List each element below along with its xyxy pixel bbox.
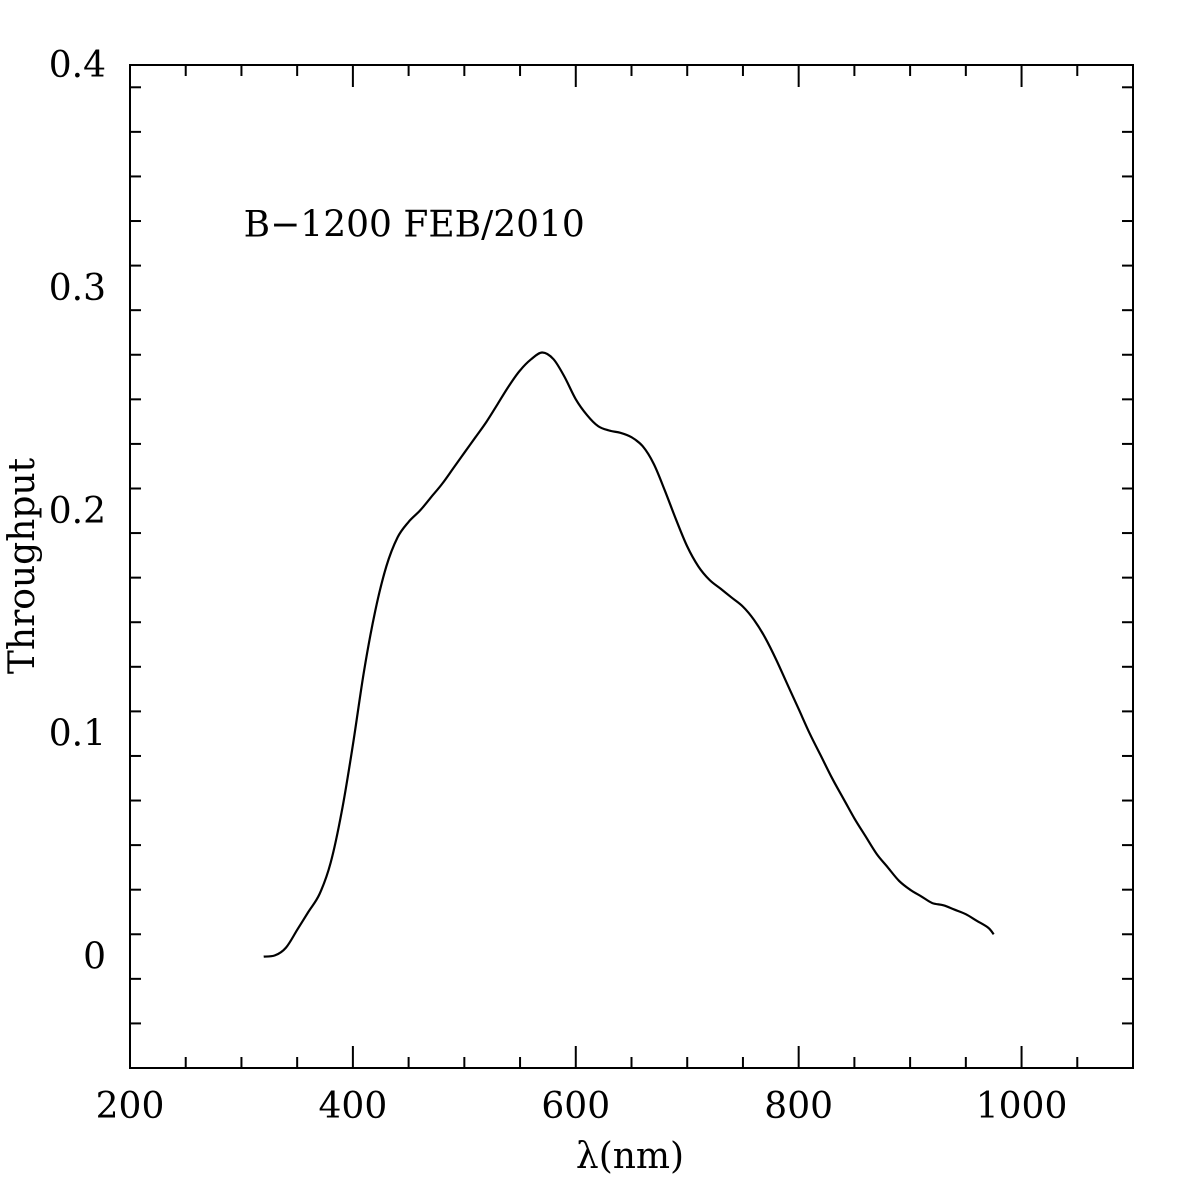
series-layer <box>263 351 995 958</box>
x-axis-label: λ(nm) <box>576 1136 684 1177</box>
y-axis-label: Throughput <box>2 457 43 674</box>
y-tick-label: 0 <box>83 937 106 978</box>
y-tick-label: 0.2 <box>49 491 106 532</box>
x-tick-label: 600 <box>541 1086 610 1127</box>
y-tick-label: 0.4 <box>49 45 106 86</box>
x-tick-label: 800 <box>764 1086 833 1127</box>
x-tick-label: 1000 <box>976 1086 1068 1127</box>
series-line <box>263 351 995 958</box>
x-tick-label: 200 <box>96 1086 165 1127</box>
y-tick-label: 0.1 <box>49 714 106 755</box>
x-tick-label: 400 <box>319 1086 388 1127</box>
y-tick-label: 0.3 <box>49 268 106 309</box>
annotation-layer: B−1200 FEB/2010 <box>244 205 585 246</box>
labels-layer: 200 400 600 800 1000 0 0.1 0.2 0.3 0.4 <box>49 45 1068 1127</box>
annotation-label: B−1200 FEB/2010 <box>244 205 585 246</box>
plot-frame <box>129 64 1134 1069</box>
